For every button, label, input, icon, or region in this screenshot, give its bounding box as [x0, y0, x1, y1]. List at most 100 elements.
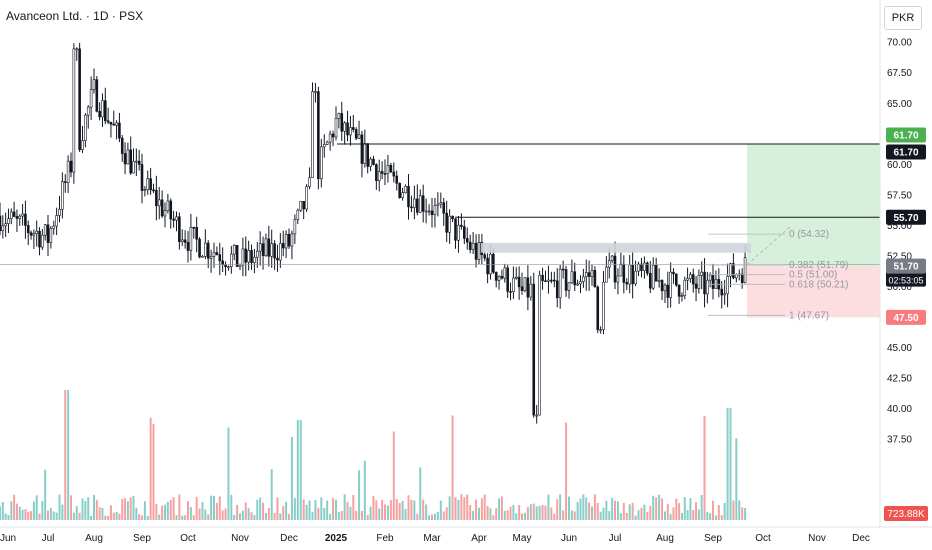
candle: [663, 283, 667, 304]
candle-body: [576, 283, 579, 286]
candle-body: [137, 160, 141, 165]
volume-bar: [352, 494, 355, 520]
candle: [305, 184, 308, 213]
candle-body: [372, 158, 375, 165]
candle-body: [547, 279, 550, 282]
candle: [261, 236, 265, 270]
candle: [497, 275, 501, 290]
volume-bar: [565, 422, 568, 520]
candle-body: [460, 224, 463, 227]
volume-bar: [95, 499, 98, 520]
candle-body: [463, 226, 466, 239]
candle-body: [512, 277, 515, 292]
candle-body: [486, 257, 489, 275]
volume-bar: [637, 510, 640, 520]
price-tick-label: 40.00: [887, 404, 912, 415]
volume-bar: [213, 496, 215, 520]
price-tick-label: 55.00: [887, 221, 912, 232]
volume-bar: [483, 494, 486, 520]
volume-bar: [529, 504, 532, 520]
candle: [654, 257, 658, 282]
volume-bar: [335, 499, 337, 520]
candle-body: [343, 122, 346, 132]
time-tick-label: Nov: [231, 533, 249, 544]
chart-title: Avanceon Ltd. · 1D · PSX: [6, 9, 144, 23]
volume-bar: [532, 503, 535, 520]
time-tick-label: Sep: [704, 533, 722, 544]
candle-body: [430, 210, 434, 216]
candle: [445, 200, 448, 242]
volume-bar: [738, 500, 741, 520]
candle: [460, 213, 463, 230]
volume-bar: [1, 502, 4, 520]
volume-bar: [568, 496, 570, 520]
candle: [109, 121, 113, 138]
candle: [602, 271, 605, 335]
volume-bar: [729, 408, 732, 520]
price-tag-countdown: 02:53:05: [888, 276, 923, 286]
volume-bar: [538, 506, 541, 520]
candle: [346, 110, 349, 142]
volume-bar: [343, 494, 346, 520]
volume-bar: [556, 499, 559, 520]
volume-bar: [70, 495, 72, 520]
candle: [337, 112, 341, 129]
volume-bar: [619, 513, 622, 520]
candle: [395, 170, 399, 191]
candle: [63, 174, 67, 193]
candle: [331, 130, 335, 147]
volume-bar: [678, 503, 681, 520]
volume-bar: [207, 514, 210, 520]
price-axis[interactable]: 72.5070.0067.5065.0062.5060.0057.5055.00…: [887, 7, 912, 445]
volume-bar: [588, 502, 591, 520]
candle-body: [160, 199, 164, 217]
volume-bar: [317, 507, 320, 520]
volume-bar: [227, 427, 230, 520]
candle: [520, 272, 524, 295]
volume-bar: [723, 503, 726, 520]
volume-bar: [369, 506, 372, 520]
candle-body: [129, 149, 133, 174]
volume-bar: [515, 513, 518, 520]
candle: [637, 261, 640, 277]
volume-bar: [480, 498, 483, 520]
candle-body: [610, 255, 614, 261]
candle: [703, 258, 706, 308]
candle-body: [660, 279, 664, 292]
candle-body: [723, 293, 726, 296]
candle-body: [204, 242, 207, 257]
volume-bar: [146, 515, 149, 520]
candle-body: [703, 271, 706, 295]
volume-bar: [84, 501, 87, 520]
candle: [576, 279, 579, 287]
volume-bar: [547, 494, 550, 520]
candle-body: [261, 243, 265, 256]
candle: [706, 271, 709, 304]
candle: [503, 263, 507, 283]
price-tag-bg: [886, 258, 926, 274]
candle: [680, 292, 684, 302]
volume-bar: [109, 505, 112, 520]
candle-body: [726, 275, 729, 295]
time-axis[interactable]: Jun Jul Aug Sep Oct Nov Dec 2025 Feb Mar Apr May Jun…: [0, 533, 870, 544]
candle: [474, 234, 478, 268]
candle: [322, 134, 326, 158]
candle: [192, 226, 196, 239]
candle: [550, 271, 553, 284]
time-tick-label: Jun: [0, 533, 16, 544]
candle-body: [514, 276, 518, 279]
candle-body: [72, 48, 76, 173]
candle: [677, 284, 681, 304]
candle-body: [570, 271, 574, 284]
candle-body: [18, 215, 22, 219]
candle-body: [457, 224, 460, 241]
volume-bar: [276, 497, 279, 520]
candle-body: [407, 185, 410, 208]
volume-bar: [686, 509, 689, 520]
volume-bar: [320, 497, 323, 520]
currency-button[interactable]: PKR: [884, 6, 922, 30]
candle-body: [523, 277, 527, 291]
candle-body: [366, 143, 370, 167]
volume-bar: [675, 498, 678, 520]
